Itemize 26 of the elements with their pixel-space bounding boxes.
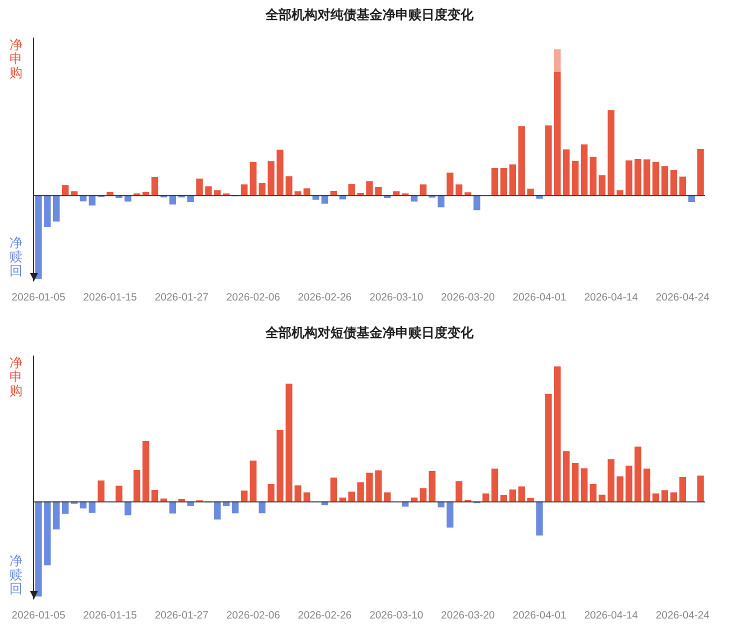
x-tick-label: 2026-03-20 [441, 292, 495, 304]
x-tick-label: 2026-04-24 [656, 610, 710, 622]
x-tick-label: 2026-03-10 [369, 610, 424, 622]
text: 净赎回 [10, 554, 22, 597]
chart-title: 全部机构对短债基金净申赎日度变化 [264, 325, 474, 342]
x-tick-label: 2026-04-14 [584, 292, 638, 304]
x-tick-label: 2026-02-06 [226, 610, 280, 622]
x-tick-label: 2026-02-26 [298, 610, 352, 622]
x-tick-label: 2026-01-27 [154, 292, 209, 304]
x-tick-label: 2026-01-05 [12, 610, 66, 622]
x-tick-label: 2026-04-01 [512, 292, 566, 304]
x-tick-label: 2026-02-26 [298, 292, 352, 304]
x-tick-label: 2026-02-06 [226, 292, 280, 304]
chart-title: 全部机构对纯债基金净申赎日度变化 [264, 7, 474, 24]
x-tick-label: 2026-04-14 [584, 610, 638, 622]
x-tick-label: 2026-03-20 [441, 610, 495, 622]
x-tick-label: 2026-04-24 [656, 292, 710, 304]
text: 净申购 [10, 356, 22, 399]
text: 净申购 [10, 38, 22, 81]
text: 净赎回 [10, 236, 22, 279]
x-tick-label: 2026-03-10 [369, 292, 424, 304]
x-tick-label: 2026-01-27 [154, 610, 209, 622]
x-tick-label: 2026-04-01 [512, 610, 566, 622]
x-tick-label: 2026-01-05 [12, 292, 66, 304]
x-tick-label: 2026-01-15 [83, 610, 138, 622]
x-tick-label: 2026-01-15 [83, 292, 138, 304]
